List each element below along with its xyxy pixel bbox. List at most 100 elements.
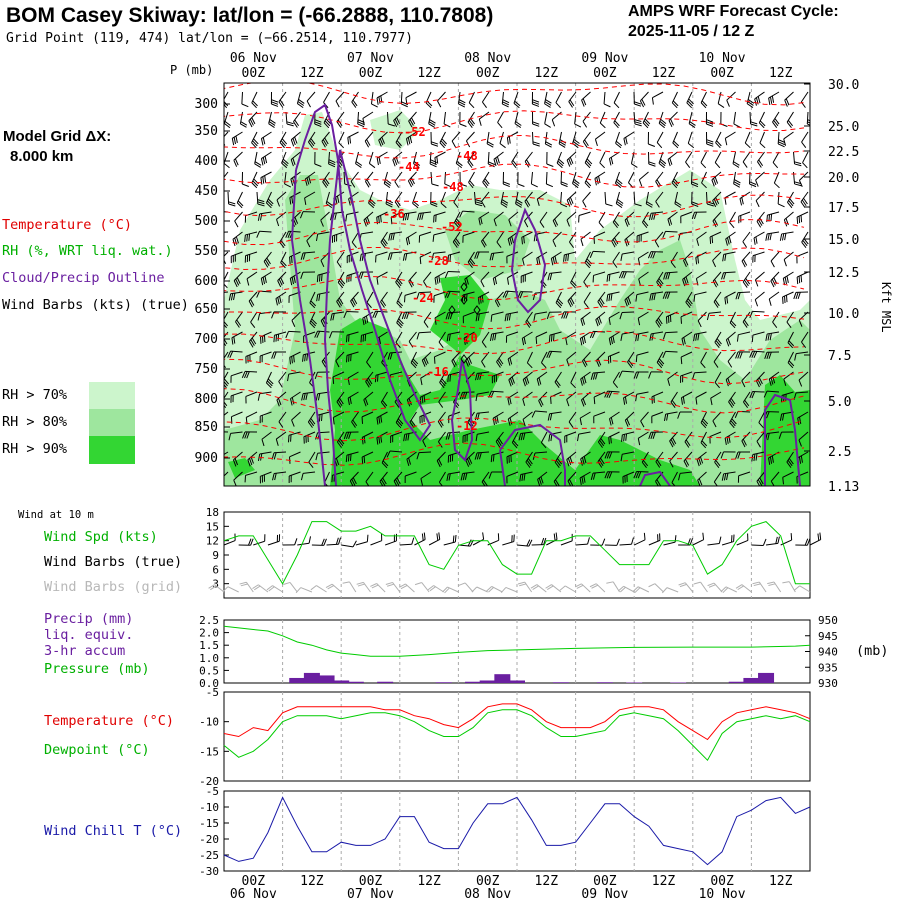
wind-barb-feather [291,320,296,327]
wind-barb-feather [260,138,264,146]
wind-barb-feather [235,135,238,143]
wind-barb [755,171,765,181]
wind-barb-feather [801,341,807,348]
wind-barb-feather [452,241,458,248]
wind-barb [638,271,649,280]
wind-barb-feather [715,197,720,205]
wind-barb-feather [513,102,520,109]
wind-barb-feather [331,475,333,483]
wind-barb-feather [404,253,408,261]
wind-barb-feather [369,198,376,205]
wind-barb-feather [251,182,258,189]
wind-speed-tick-label: 6 [212,563,219,576]
model-grid-label: Model Grid ΔX: [3,128,112,145]
wind-barb-grid-feather [735,584,743,589]
grid-point-label: Grid Point (119, 474) lat/lon = (−66.251… [6,31,413,46]
wind-barb-feather [560,183,568,188]
wind-barb [234,211,243,222]
wind-barb-grid-feather [634,587,641,593]
wind-barb-feather [228,293,232,301]
wind-barb-feather [286,123,294,127]
wind-barb-feather [378,139,382,147]
pressure-tick-label: 940 [818,646,838,659]
wind-barb-feather [381,299,387,307]
wind-barb-feather [489,333,493,342]
wind-barb-feather [569,99,575,106]
wind-barb-feather [431,253,435,261]
wind-barb [727,351,736,362]
wind-barb-feather [730,320,737,327]
wind-barb-feather [481,341,487,348]
wind-barb-feather [477,373,480,381]
wind-barb-feather [365,381,370,388]
wind-barb-feather [274,473,277,481]
wind-barb-feather [567,480,572,486]
precip-diamond [460,295,468,305]
wind-barb-feather [348,198,351,206]
wind-barb-grid-feather [429,586,436,592]
wind-barb-feather [251,117,256,125]
wind-barb-feather [570,297,575,305]
wind-barb-feather [770,480,775,486]
wind-barb [230,371,243,377]
wind-barb-feather [733,161,740,166]
wind-barb-feather [714,279,719,286]
wind-barb-grid [654,583,664,593]
wind-barb-feather [421,360,426,367]
wind-barb-feather [324,137,329,145]
wind-barb-feather [648,432,652,440]
wind-barb [343,171,346,185]
wind-barb-feather [606,274,609,282]
wind-barb-feather [260,278,264,286]
wind-barb-feather [408,398,412,406]
wind-barb-true-feather [718,536,722,544]
wind-barb [604,191,607,205]
wind-barb [224,351,229,359]
wind-barb-feather [656,319,662,327]
wind-barb [245,471,258,476]
wind-barb-feather [741,380,746,388]
wind-barb-feather [729,222,735,229]
wind-barb-feather [315,432,319,440]
wind-barb-feather [511,376,515,384]
wind-barb [317,451,330,454]
wind-barb-feather [749,181,757,185]
wind-barb-feather [390,217,393,225]
wind-barb-feather [583,456,587,464]
wind-barb-feather [381,136,385,144]
wind-barb-feather [634,123,642,127]
wind-barb-feather [522,258,525,266]
bottom-date-label: 06 Nov [230,887,277,900]
wind-barb [350,171,359,182]
wind-barb [224,91,229,101]
wind-barb [580,231,591,240]
wind-barb [772,151,780,163]
temperature-label: -36 [383,207,405,221]
wind-barb [712,411,722,422]
wind-barb-feather [422,440,427,448]
wind-barb-feather [714,299,720,307]
wind-barb-feather [574,123,582,128]
wind-barb-feather [383,183,391,189]
wind-barb-feather [737,451,741,459]
wind-barb-feather [668,120,673,128]
wind-barb-feather [393,120,398,128]
wind-barb-feather [667,378,671,386]
wind-barb-feather [734,179,741,184]
wind-barb-feather [262,176,265,184]
wind-barb-feather [434,277,437,285]
wind-barb-feather [569,197,574,204]
wind-barb [770,251,780,262]
pressure-tick-label: 850 [195,420,218,435]
wind-barb-feather [268,123,275,128]
wind-barb-feather [750,121,758,125]
wind-barb-feather [446,473,449,481]
wind-barb-feather [376,374,379,382]
cloud-outline-left [290,169,326,486]
wind-barb-feather [634,119,642,123]
wind-barb-feather [763,390,768,398]
wind-barb-feather [581,476,584,484]
wind-barb-feather [766,215,768,223]
wind-barb-true-feather [526,539,531,547]
